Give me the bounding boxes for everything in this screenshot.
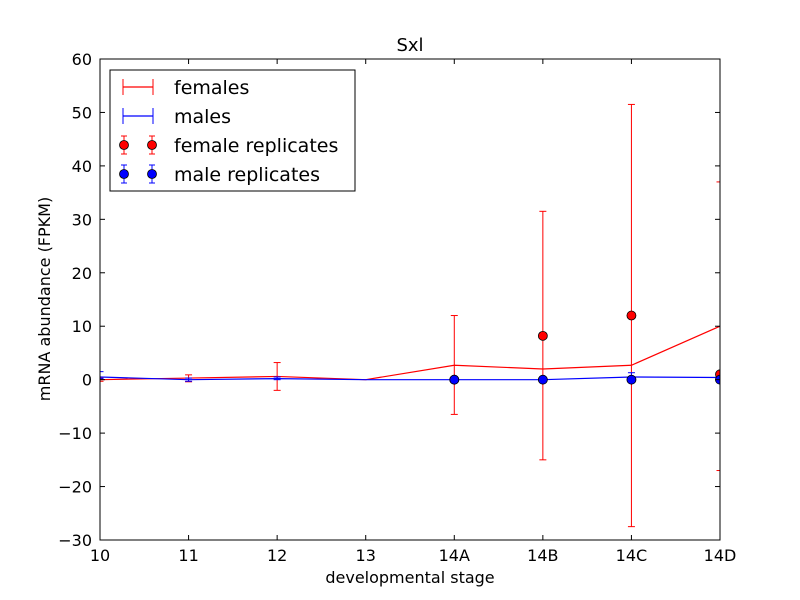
chart-title: Sxl	[396, 35, 423, 56]
legend-item: female replicates	[119, 135, 338, 157]
y-tick-label: 30	[72, 210, 92, 229]
x-tick-label: 13	[356, 546, 376, 565]
legend: females males female replicates male replic…	[109, 69, 356, 192]
legend-item: male replicates	[119, 164, 320, 186]
legend-item: males	[122, 106, 231, 128]
legend-marker-icon	[119, 140, 129, 150]
plot-area	[100, 103, 720, 528]
y-tick-label: 20	[72, 264, 92, 283]
y-tick-label: 50	[72, 103, 92, 122]
legend-marker-icon	[147, 140, 157, 150]
series-line-males	[100, 376, 720, 381]
data-point-female-replicates	[537, 330, 548, 341]
y-axis-title: mRNA abundance (FPKM)	[35, 197, 54, 401]
y-tick-label: 60	[72, 50, 92, 69]
x-axis-title: developmental stage	[325, 568, 494, 587]
legend-marker-icon	[147, 169, 157, 179]
legend-label: males	[174, 106, 231, 128]
data-point-female-replicates	[626, 310, 637, 321]
legend-item: females	[122, 77, 249, 99]
x-tick-label: 14C	[616, 546, 648, 565]
x-tick-label: 14A	[439, 546, 470, 565]
legend-label: females	[174, 77, 249, 99]
x-tick-label: 11	[178, 546, 198, 565]
x-tick-label: 14B	[527, 546, 558, 565]
y-tick-label: −20	[58, 478, 92, 497]
y-tick-label: −30	[58, 531, 92, 550]
x-tick-label: 12	[267, 546, 287, 565]
legend-marker-icon	[119, 169, 129, 179]
y-tick-label: 40	[72, 157, 92, 176]
data-point-male-replicates	[537, 374, 548, 385]
x-tick-label: 10	[90, 546, 110, 565]
plot-frame	[99, 58, 721, 541]
y-tick-label: 10	[72, 317, 92, 336]
axes: 10 11 12 13 14A 14B 14C 14D −30 −20 −10 0 10 20 30 40 50…	[58, 50, 736, 565]
data-point-male-replicates	[626, 374, 637, 385]
series-line-females	[100, 325, 720, 381]
legend-label: male replicates	[174, 164, 320, 186]
data-point-male-replicates	[449, 374, 460, 385]
legend-label: female replicates	[174, 135, 338, 157]
x-tick-label: 14D	[704, 546, 737, 565]
y-tick-label: 0	[82, 371, 92, 390]
y-tick-label: −10	[58, 424, 92, 443]
